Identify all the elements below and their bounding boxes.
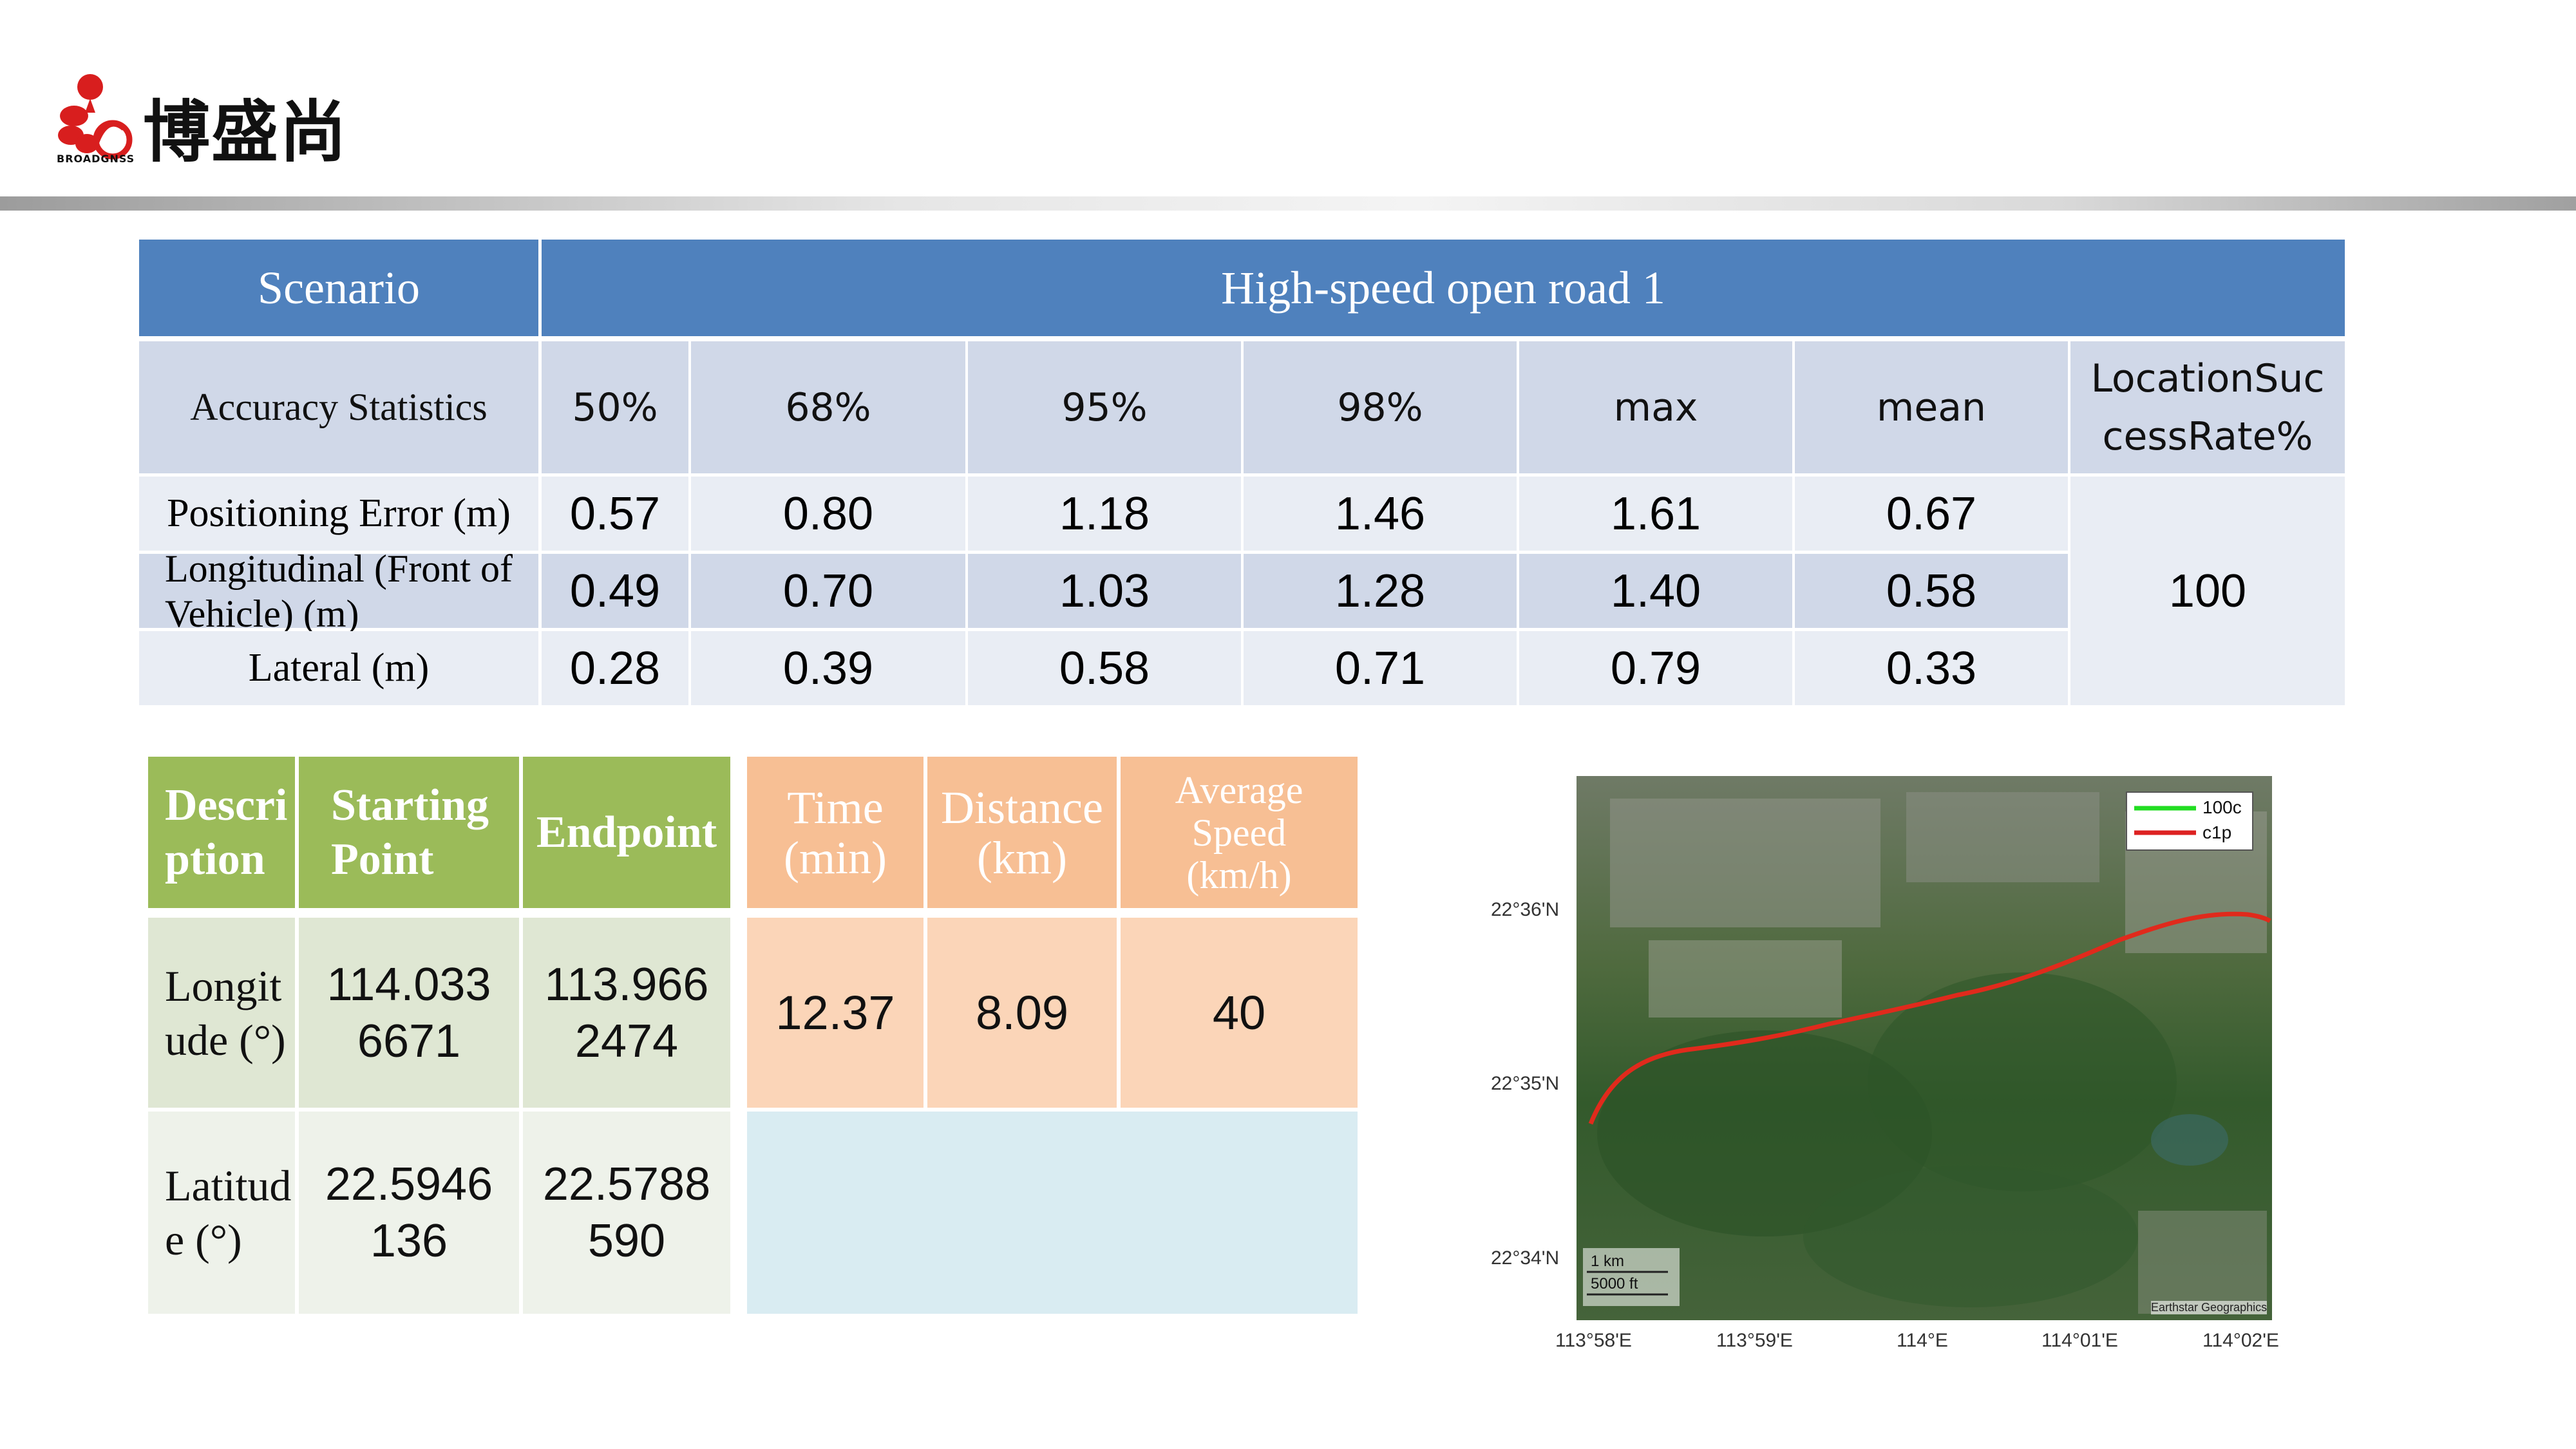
coords-latitude-end: 22.5788590 (523, 1112, 730, 1314)
map-x-tick: 113°58'E (1555, 1330, 1632, 1351)
legend-label-c1p: c1p (2202, 822, 2232, 842)
satellite-map-image (1577, 776, 2272, 1320)
legend-label-100c: 100c (2202, 797, 2242, 817)
col-header-98: 98% (1244, 341, 1517, 473)
trip-header-distance: Distance (km) (927, 757, 1117, 908)
cell-value: 0.70 (691, 554, 965, 628)
col-header-success-rate: LocationSuccessRate% (2070, 341, 2345, 473)
col-header-50: 50% (542, 341, 688, 473)
cell-value: 1.03 (968, 554, 1241, 628)
brand-name: 博盛尚 (143, 93, 348, 171)
cell-value: 0.57 (542, 477, 688, 551)
logo (52, 68, 138, 171)
row-label-positioning: Positioning Error (m) (139, 477, 538, 551)
cell-value: 0.33 (1795, 631, 2068, 705)
cell-value: 1.61 (1519, 477, 1792, 551)
map-x-tick: 114°01'E (2041, 1330, 2118, 1351)
map-x-tick: 113°59'E (1716, 1330, 1793, 1351)
map-y-tick: 22°36'N (1491, 899, 1560, 920)
cell-value: 0.58 (968, 631, 1241, 705)
trip-distance-value: 8.09 (927, 918, 1117, 1108)
header-divider (0, 196, 2576, 211)
scale-km-label: 1 km (1591, 1253, 1625, 1270)
trip-speed-value: 40 (1121, 918, 1358, 1108)
scenario-label: Scenario (139, 240, 538, 336)
cell-value: 0.67 (1795, 477, 2068, 551)
map-x-tick: 114°E (1897, 1330, 1948, 1351)
cell-value: 0.39 (691, 631, 965, 705)
cell-value: 1.40 (1519, 554, 1792, 628)
row-label-lateral: Lateral (m) (139, 631, 538, 705)
cell-value: 0.79 (1519, 631, 1792, 705)
col-header-max: max (1519, 341, 1792, 473)
trip-header-speed: Average Speed (km/h) (1121, 757, 1358, 908)
trip-time-value: 12.37 (747, 918, 923, 1108)
stats-label: Accuracy Statistics (139, 341, 538, 473)
cell-value: 1.46 (1244, 477, 1517, 551)
map-attribution: Earthstar Geographics (2151, 1301, 2268, 1314)
coords-row-label-latitude: Latitude (°) (148, 1112, 295, 1314)
row-label-longitudinal: Longitudinal (Front of Vehicle) (m) (139, 547, 538, 635)
cell-value: 0.49 (542, 554, 688, 628)
scale-ft-label: 5000 ft (1591, 1275, 1638, 1293)
col-header-95: 95% (968, 341, 1241, 473)
success-rate-value: 100 (2070, 477, 2345, 705)
map-y-tick: 22°35'N (1491, 1073, 1560, 1094)
coords-latitude-start: 22.5946136 (299, 1112, 519, 1314)
cell-value: 0.28 (542, 631, 688, 705)
coords-row-label-longitude: Longitude (°) (148, 918, 295, 1108)
coords-header-end: Endpoint (523, 757, 730, 908)
trip-header-time: Time (min) (747, 757, 923, 908)
map-x-tick: 114°02'E (2202, 1330, 2279, 1351)
cell-value: 0.80 (691, 477, 965, 551)
col-header-68: 68% (691, 341, 965, 473)
route-map: 100c c1p 1 km 5000 ft Earthstar Geograph… (1571, 773, 2293, 1352)
coords-header-start: Starting Point (299, 757, 519, 908)
logo-flower-icon (58, 74, 133, 160)
col-header-mean: mean (1795, 341, 2068, 473)
scenario-value: High-speed open road 1 (542, 240, 2345, 336)
route-line (1588, 911, 2271, 1125)
cell-value: 0.71 (1244, 631, 1517, 705)
cell-value: 1.18 (968, 477, 1241, 551)
cell-value: 0.58 (1795, 554, 2068, 628)
cell-value: 1.28 (1244, 554, 1517, 628)
map-y-tick: 22°34'N (1491, 1247, 1560, 1269)
trip-empty-cell (747, 1112, 1358, 1314)
coords-longitude-start: 114.0336671 (299, 918, 519, 1108)
brand-small-text: BROADGNSS (57, 153, 135, 165)
coords-header-description: Description (148, 757, 295, 908)
coords-longitude-end: 113.9662474 (523, 918, 730, 1108)
